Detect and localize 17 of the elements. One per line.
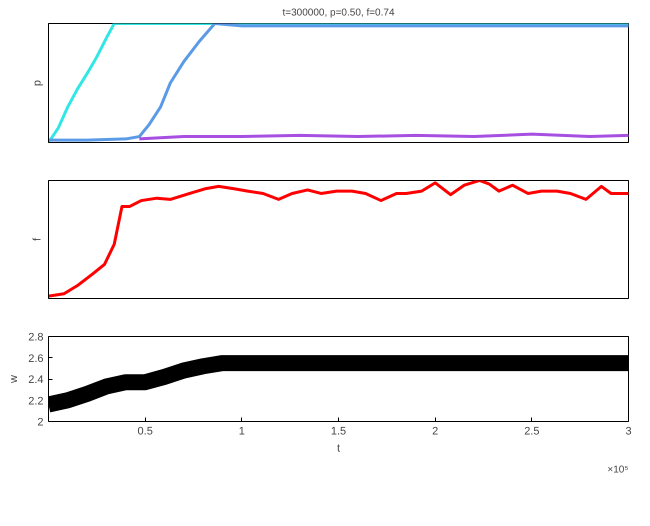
y-axis-title: w [8, 374, 20, 384]
y-tick-label: 2.2 [28, 395, 44, 408]
chart-title: t=300000, p=0.50, f=0.74 [282, 8, 395, 18]
x-tick-label: 2.5 [524, 426, 540, 438]
y-tick-label: 2 [37, 416, 44, 428]
x-tick-label: 3 [625, 426, 632, 438]
y-axis-title: f [32, 237, 44, 242]
text: ×10⁵ [607, 464, 628, 476]
x-axis-title: t [336, 442, 340, 454]
y-axis-title: p [32, 80, 44, 86]
x-tick-label: 1 [238, 426, 245, 438]
y-tick-label: 2.8 [28, 332, 44, 344]
y-tick-label: 2.4 [28, 374, 44, 386]
x-tick-label: 0.5 [138, 426, 153, 438]
x-tick-label: 1.5 [330, 426, 346, 438]
x-tick-label: 2 [432, 426, 438, 438]
y-tick-label: 2.6 [28, 352, 44, 365]
